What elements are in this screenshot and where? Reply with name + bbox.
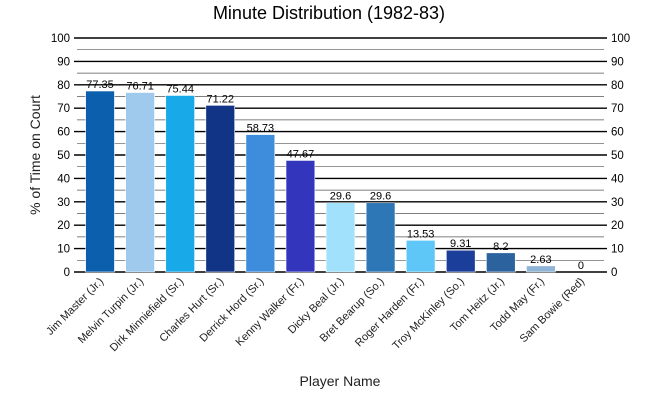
y-axis-title: % of Time on Court — [27, 95, 43, 215]
data-label: 29.6 — [370, 191, 391, 203]
y-tick-label-left: 50 — [57, 150, 70, 162]
data-labels: 77.35 76.71 75.44 71.22 58.73 47.67 29.6 29.6 13… — [86, 79, 584, 272]
y-axis-right: 0 10 20 30 40 50 60 70 80 90 100 — [611, 33, 630, 279]
data-label: 0 — [578, 260, 584, 272]
data-label: 76.71 — [126, 80, 154, 92]
y-tick-label-left: 10 — [57, 244, 70, 256]
bar — [285, 160, 316, 273]
bar — [125, 92, 155, 273]
data-label: 71.22 — [207, 93, 235, 105]
y-axis-left: 0 10 20 30 40 50 60 70 80 90 100 — [51, 33, 70, 279]
bar — [85, 90, 115, 273]
y-tick-label-left: 0 — [64, 267, 70, 279]
category-label: Dirk Minniefield (Sr.) — [108, 276, 187, 355]
y-tick-label-right: 80 — [611, 80, 624, 92]
y-tick-label-left: 20 — [57, 220, 70, 232]
bar — [245, 134, 276, 273]
category-label: Roger Harden (Fr.) — [353, 276, 427, 350]
bars — [85, 90, 556, 273]
y-tick-label-right: 30 — [611, 197, 624, 209]
y-tick-label-left: 80 — [57, 80, 70, 92]
chart-title: Minute Distribution (1982-83) — [213, 3, 445, 23]
data-label: 29.6 — [330, 191, 351, 203]
y-tick-label-left: 100 — [51, 33, 70, 45]
x-axis-title: Player Name — [300, 373, 381, 389]
data-label: 2.63 — [530, 254, 551, 266]
y-tick-label-right: 40 — [611, 173, 624, 185]
y-tick-label-left: 40 — [57, 173, 70, 185]
bar — [165, 95, 195, 273]
category-label: Kenny Walker (Fr.) — [234, 276, 307, 349]
y-tick-label-right: 50 — [611, 150, 624, 162]
bar — [365, 202, 396, 273]
bar — [526, 265, 556, 273]
data-label: 47.67 — [287, 148, 315, 160]
y-tick-label-right: 0 — [611, 267, 617, 279]
y-tick-label-right: 10 — [611, 244, 624, 256]
y-tick-label-right: 90 — [611, 56, 624, 68]
data-label: 9.31 — [450, 238, 471, 250]
y-tick-label-left: 90 — [57, 56, 70, 68]
y-tick-label-left: 70 — [57, 103, 70, 115]
data-label: 58.73 — [247, 123, 275, 135]
y-tick-label-left: 30 — [57, 197, 70, 209]
y-tick-label-right: 70 — [611, 103, 624, 115]
x-axis-categories: Jim Master (Jr.)Melvin Turpin (Jr.)Dirk … — [44, 276, 587, 355]
data-label: 75.44 — [166, 83, 194, 95]
bar — [405, 240, 436, 273]
bar — [205, 105, 235, 273]
data-label: 77.35 — [86, 79, 114, 91]
category-label: Troy McKinley (So.) — [390, 276, 466, 352]
y-tick-label-right: 60 — [611, 127, 624, 139]
bar — [486, 252, 516, 273]
y-tick-label-left: 60 — [57, 127, 70, 139]
bar — [325, 202, 356, 273]
data-label: 8.2 — [493, 241, 508, 253]
y-tick-label-right: 20 — [611, 220, 624, 232]
data-label: 13.53 — [407, 228, 435, 240]
y-tick-label-right: 100 — [611, 33, 630, 45]
bar — [446, 249, 476, 273]
